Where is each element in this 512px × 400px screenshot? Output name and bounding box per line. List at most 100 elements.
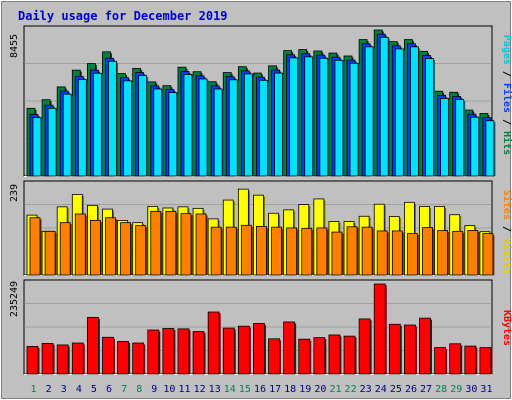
bar-pages-day-14 <box>228 79 239 177</box>
bar-sites-day-23 <box>361 226 374 276</box>
bar-face <box>183 74 193 177</box>
day-label-25: 25 <box>390 384 402 395</box>
bar-face <box>440 98 450 177</box>
bar-pages-day-1 <box>32 117 43 177</box>
day-label-7: 7 <box>121 384 127 395</box>
panel2-max-label: 239 <box>9 184 20 202</box>
day-label-8: 8 <box>136 384 142 395</box>
bar-face <box>135 225 147 276</box>
bar-kbytes-day-22 <box>343 335 357 375</box>
bar-face <box>328 334 341 375</box>
day-label-26: 26 <box>405 384 417 395</box>
day-label-29: 29 <box>450 384 462 395</box>
bar-face <box>301 227 313 276</box>
bar-kbytes-day-17 <box>268 338 282 375</box>
bar-pages-day-7 <box>123 80 134 177</box>
bar-sites-day-20 <box>316 227 329 276</box>
bar-face <box>192 331 205 375</box>
bar-sites-day-1 <box>29 217 42 276</box>
bar-pages-day-29 <box>455 99 466 177</box>
bar-face <box>150 210 162 276</box>
bar-pages-day-10 <box>168 92 179 177</box>
bar-pages-day-2 <box>47 107 58 177</box>
bar-sites-day-13 <box>210 226 223 276</box>
bar-kbytes-day-5 <box>86 316 100 375</box>
bar-pages-day-16 <box>259 79 269 177</box>
bar-face <box>89 219 101 276</box>
bar-sites-day-26 <box>407 233 419 276</box>
bar-face <box>379 36 389 177</box>
legend-sites: Sites <box>501 190 512 220</box>
day-label-23: 23 <box>360 384 372 395</box>
bar-face <box>210 226 222 276</box>
legend-sep: / <box>501 113 512 131</box>
bar-face <box>120 222 131 276</box>
day-label-31: 31 <box>480 384 492 395</box>
bar-sites-day-8 <box>135 225 148 276</box>
bar-sites-day-5 <box>89 219 102 276</box>
bar-pages-day-8 <box>138 75 149 177</box>
bar-kbytes-day-23 <box>358 318 372 375</box>
bar-face <box>479 347 492 375</box>
bar-face <box>132 342 145 375</box>
bar-kbytes-day-11 <box>177 328 191 375</box>
bar-face <box>108 60 117 177</box>
bar-kbytes-day-30 <box>464 345 478 375</box>
bar-pages-day-27 <box>425 58 436 177</box>
day-labels: 1 2 3 4 5 6 7 8 9 10 11 12 13 14 15 16 17 18 19 20 21 22 23 24 2… <box>31 384 493 395</box>
axis-labels: 8455 239 235249 <box>9 34 20 317</box>
legend-kbytes: KBytes <box>501 310 512 346</box>
bar-sites-day-25 <box>391 230 404 276</box>
bar-sites-day-30 <box>467 230 480 276</box>
legend-pages-files-hits: Pages / Files / Hits <box>501 35 512 155</box>
bar-pages-day-30 <box>470 116 481 177</box>
bar-face <box>485 120 495 177</box>
bar-face <box>74 213 86 276</box>
bar-pages-day-13 <box>213 88 224 177</box>
bar-face <box>434 347 447 375</box>
bar-sites-day-31 <box>482 233 495 276</box>
day-label-15: 15 <box>239 384 251 395</box>
bar-face <box>47 107 57 177</box>
day-label-17: 17 <box>269 384 281 395</box>
bar-kbytes-day-31 <box>479 347 493 375</box>
bar-face <box>92 72 102 177</box>
bar-face <box>256 226 267 276</box>
bar-face <box>313 337 326 375</box>
bar-sites-day-28 <box>437 230 450 276</box>
bar-face <box>147 329 160 375</box>
bar-face <box>467 230 479 276</box>
bar-face <box>482 233 494 276</box>
bar-pages-day-20 <box>319 57 330 177</box>
bar-face <box>388 323 401 375</box>
bar-face <box>240 224 252 276</box>
bar-face <box>449 343 462 375</box>
bar-sites-day-9 <box>150 210 163 276</box>
bar-face <box>331 231 343 276</box>
bar-face <box>162 328 175 375</box>
bar-face <box>425 58 434 177</box>
bar-pages-day-5 <box>92 72 103 177</box>
day-label-3: 3 <box>61 384 67 395</box>
bar-sites-day-24 <box>376 230 389 276</box>
bar-kbytes-day-14 <box>222 327 236 375</box>
bar-face <box>268 338 280 375</box>
bar-face <box>56 344 69 375</box>
day-label-22: 22 <box>345 384 357 395</box>
bar-kbytes-day-26 <box>404 324 417 375</box>
bar-kbytes-day-24 <box>373 283 387 375</box>
bar-pages-day-28 <box>440 98 451 177</box>
bar-sites-day-3 <box>59 222 72 276</box>
bar-sites-day-27 <box>422 227 435 276</box>
bar-face <box>407 233 418 276</box>
bar-face <box>253 323 265 375</box>
bar-face <box>228 79 238 177</box>
legend-sep: / <box>501 65 512 83</box>
day-label-16: 16 <box>254 384 266 395</box>
bar-face <box>316 227 328 276</box>
bar-pages-day-24 <box>379 36 390 177</box>
bar-face <box>259 79 268 177</box>
bar-face <box>213 88 223 177</box>
bar-kbytes-day-6 <box>102 336 115 375</box>
